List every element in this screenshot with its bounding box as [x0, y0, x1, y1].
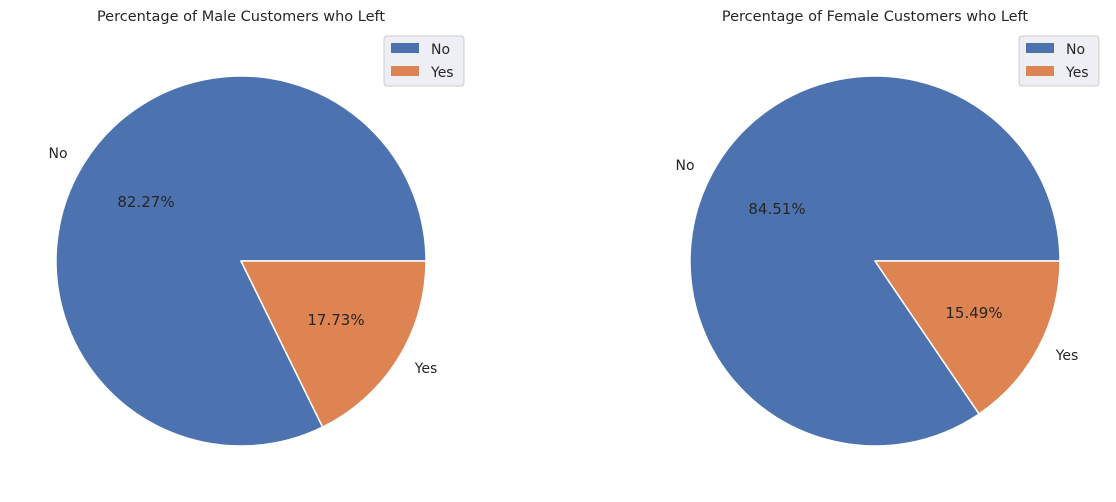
- slice-label-no: No: [675, 158, 694, 174]
- slice-label-yes: Yes: [414, 361, 438, 377]
- pie-slice-yes: [240, 260, 427, 428]
- chart-title: Percentage of Female Customers who Left: [722, 9, 1029, 25]
- chart-legend: No Yes: [1018, 35, 1100, 87]
- legend-swatch-yes: [1026, 66, 1054, 76]
- female-churn-pie-chart: Percentage of Female Customers who Left …: [675, 9, 1100, 447]
- percent-label-yes: 17.73%: [307, 311, 364, 329]
- pie-slice-yes: [874, 260, 1061, 415]
- pie-labels: No Yes 82.27% 17.73%: [48, 146, 437, 377]
- legend-swatch-yes: [391, 66, 419, 76]
- chart-title: Percentage of Male Customers who Left: [97, 9, 385, 25]
- percent-label-no: 82.27%: [117, 193, 174, 211]
- pie-labels: No Yes 84.51% 15.49%: [675, 158, 1078, 364]
- legend-swatch-no: [391, 43, 419, 53]
- slice-label-yes: Yes: [1055, 348, 1079, 364]
- pie-slices: [55, 75, 427, 447]
- legend-label-yes: Yes: [1065, 65, 1089, 81]
- legend-label-no: No: [1066, 42, 1085, 58]
- legend-label-no: No: [431, 42, 450, 58]
- male-churn-pie-chart: Percentage of Male Customers who Left No…: [48, 9, 465, 447]
- percent-label-no: 84.51%: [748, 200, 805, 218]
- percent-label-yes: 15.49%: [945, 304, 1002, 322]
- chart-legend: No Yes: [383, 35, 465, 87]
- legend-label-yes: Yes: [430, 65, 454, 81]
- slice-label-no: No: [48, 146, 67, 162]
- pie-slices: [689, 75, 1061, 447]
- legend-swatch-no: [1026, 43, 1054, 53]
